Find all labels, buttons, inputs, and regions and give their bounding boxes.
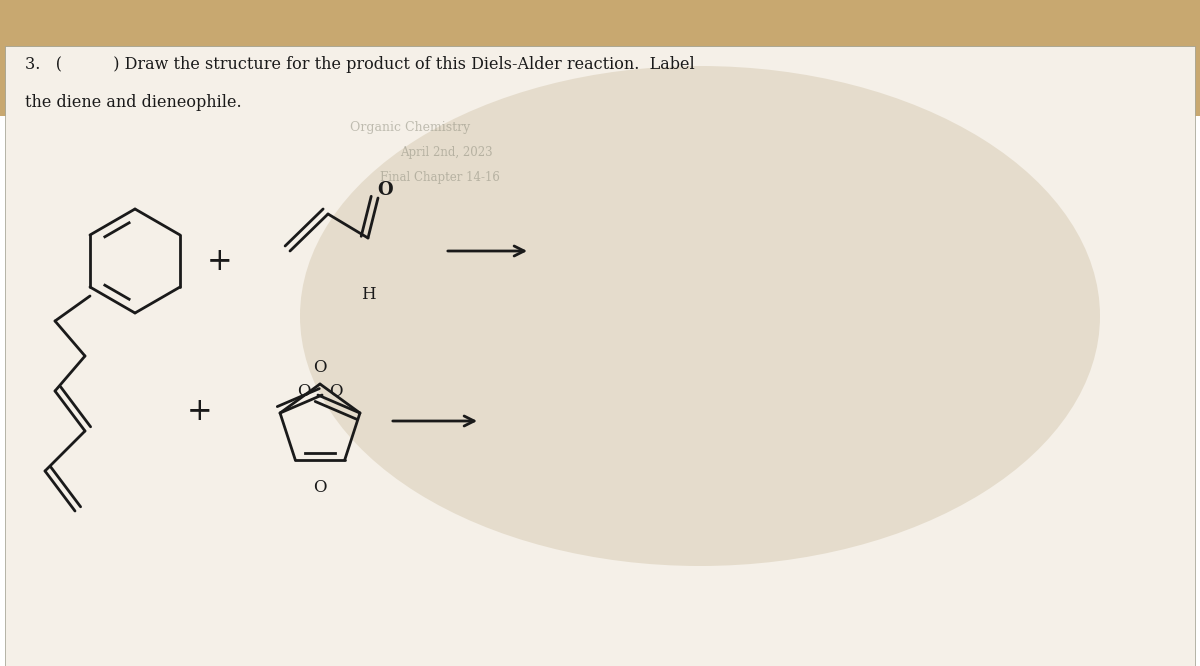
Text: O: O xyxy=(313,480,326,496)
Text: O: O xyxy=(329,382,343,400)
Text: April 2nd, 2023: April 2nd, 2023 xyxy=(400,146,493,159)
Text: O: O xyxy=(377,181,392,199)
Text: the diene and dieneophile.: the diene and dieneophile. xyxy=(25,94,241,111)
Text: +: + xyxy=(208,246,233,276)
Text: H: H xyxy=(361,286,376,303)
Ellipse shape xyxy=(300,66,1100,566)
Bar xyxy=(0,0,1200,116)
Text: +: + xyxy=(187,396,212,426)
Text: O: O xyxy=(313,360,326,376)
Text: Organic Chemistry: Organic Chemistry xyxy=(350,121,470,134)
Polygon shape xyxy=(5,46,1195,666)
Text: Final Chapter 14-16: Final Chapter 14-16 xyxy=(380,171,500,184)
Text: 3.   (          ) Draw the structure for the product of this Diels-Alder reactio: 3. ( ) Draw the structure for the produc… xyxy=(25,56,695,73)
Text: O: O xyxy=(298,382,311,400)
